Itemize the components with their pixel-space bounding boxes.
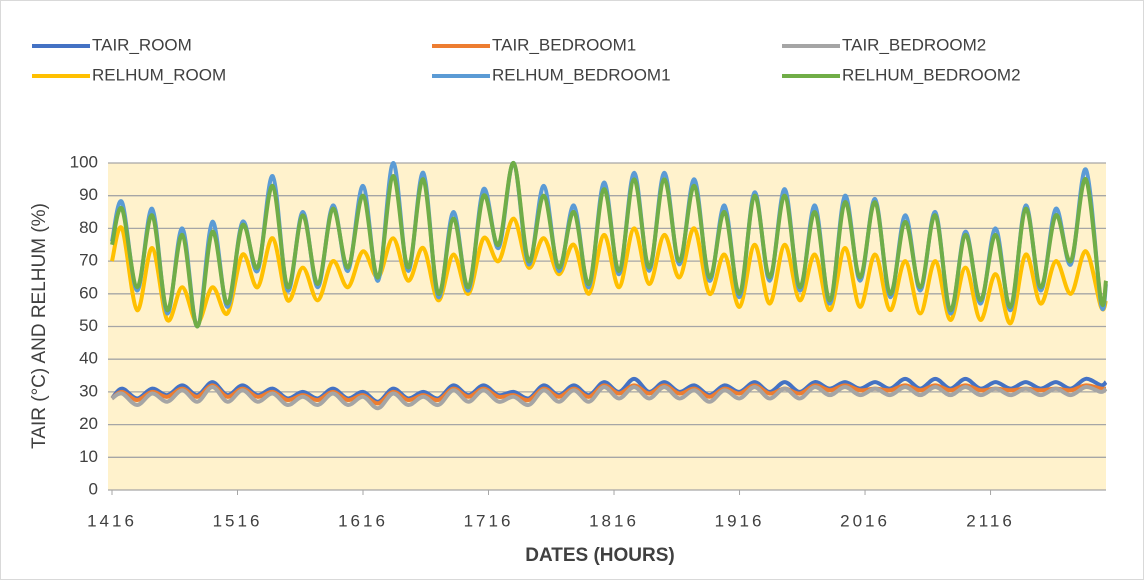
- y-tick-label: 90: [79, 185, 98, 204]
- legend-label: RELHUM_BEDROOM2: [842, 65, 1021, 84]
- legend-label: TAIR_BEDROOM2: [842, 35, 986, 54]
- y-tick-label: 30: [79, 381, 98, 400]
- y-tick-label: 10: [79, 447, 98, 466]
- series-line: [110, 216, 1108, 326]
- x-tick-label: 2016: [840, 511, 890, 530]
- x-tick-label: 1516: [213, 511, 263, 530]
- legend-label: RELHUM_ROOM: [92, 65, 226, 84]
- x-tick-label: 1616: [338, 511, 388, 530]
- y-tick-label: 0: [89, 479, 98, 498]
- x-tick-label: 1416: [87, 511, 137, 530]
- x-tick-label: 1816: [589, 511, 639, 530]
- legend-label: TAIR_ROOM: [92, 35, 192, 54]
- series-line: [110, 384, 1108, 411]
- x-tick-label: 1916: [715, 511, 765, 530]
- x-tick-label: 1716: [464, 511, 514, 530]
- y-tick-label: 20: [79, 414, 98, 433]
- y-tick-label: 60: [79, 283, 98, 302]
- y-tick-label: 100: [70, 152, 98, 171]
- legend-label: TAIR_BEDROOM1: [492, 35, 636, 54]
- x-axis-title: DATES (HOURS): [525, 545, 675, 566]
- legend-label: RELHUM_BEDROOM1: [492, 65, 671, 84]
- y-tick-label: 40: [79, 349, 98, 368]
- series-line: [110, 160, 1108, 329]
- y-axis-title: TAIR (°C) AND RELHUM (%): [29, 203, 50, 449]
- y-tick-label: 50: [79, 316, 98, 335]
- x-tick-label: 2116: [966, 511, 1015, 530]
- y-tick-label: 80: [79, 218, 98, 237]
- y-tick-label: 70: [79, 251, 98, 270]
